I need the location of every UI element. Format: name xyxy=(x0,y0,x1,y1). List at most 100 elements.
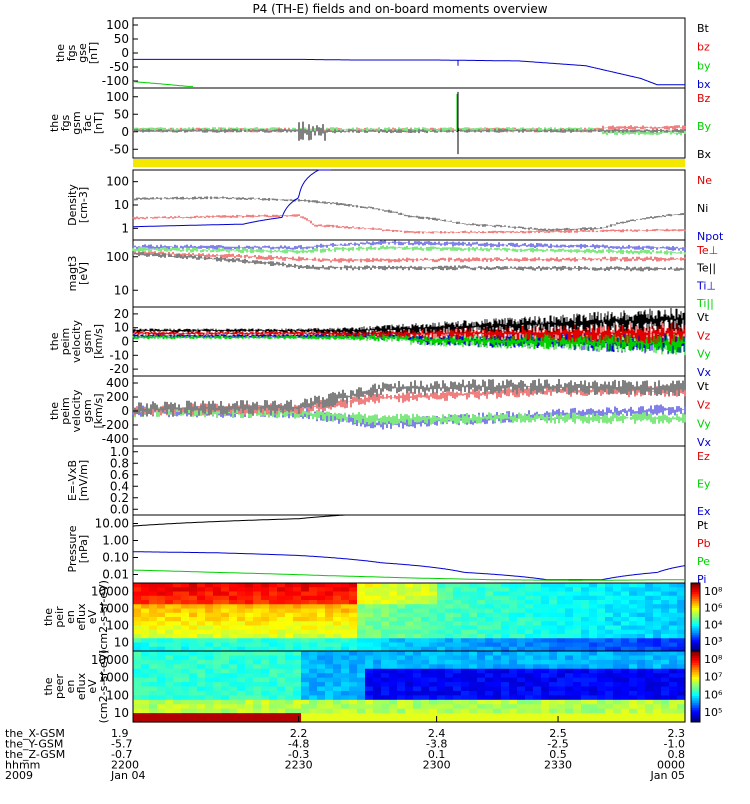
ion-spectrogram-cell xyxy=(317,621,326,627)
ion-spectrogram-cell xyxy=(589,595,598,601)
colorbar-swatch xyxy=(691,679,700,683)
electron-spectrogram-cell xyxy=(413,695,422,701)
electron-spectrogram-cell xyxy=(237,713,246,719)
ion-spectrogram-cell xyxy=(157,638,166,644)
electron-spectrogram-cell xyxy=(301,655,310,661)
electron-spectrogram-cell xyxy=(485,695,494,701)
electron-spectrogram-cell xyxy=(197,704,206,710)
ion-spectrogram-cell xyxy=(445,595,454,601)
ion-spectrogram-cell xyxy=(381,617,390,622)
electron-spectrogram-cell xyxy=(533,659,542,665)
ion-spectrogram-cell xyxy=(629,591,638,597)
electron-spectrogram-cell xyxy=(157,717,166,723)
ion-spectrogram-cell xyxy=(573,638,582,644)
ion-spectrogram-cell xyxy=(365,583,374,588)
electron-spectrogram-cell xyxy=(293,664,302,670)
electron-spectrogram-cell xyxy=(637,651,646,657)
electron-spectrogram-cell xyxy=(549,717,558,723)
electron-spectrogram-cell xyxy=(373,717,382,723)
electron-spectrogram-cell xyxy=(229,708,238,714)
electron-spectrogram-cell xyxy=(173,659,182,665)
ion-spectrogram-cell xyxy=(229,591,238,597)
legend-pe: Pe xyxy=(697,555,710,568)
electron-spectrogram-cell xyxy=(229,664,238,670)
electron-spectrogram-cell xyxy=(493,655,502,661)
electron-spectrogram-cell xyxy=(429,708,438,714)
ion-spectrogram-cell xyxy=(341,621,350,627)
electron-spectrogram-cell xyxy=(645,717,654,723)
y-axis-label-line: the xyxy=(42,677,55,695)
ion-spectrogram-cell xyxy=(581,642,590,648)
ion-spectrogram-cell xyxy=(213,587,222,593)
electron-spectrogram-cell xyxy=(621,704,630,710)
electron-spectrogram-cell xyxy=(357,655,366,661)
ion-spectrogram-cell xyxy=(613,595,622,601)
electron-spectrogram-cell xyxy=(429,655,438,661)
electron-spectrogram-cell xyxy=(245,664,254,670)
ion-spectrogram-cell xyxy=(149,587,158,593)
electron-spectrogram-cell xyxy=(557,699,566,705)
panel-velocity_peim: 20100-10-20thepeimvelocitygsm[km/s]VtVzV… xyxy=(48,306,712,379)
ion-spectrogram-cell xyxy=(197,608,206,614)
electron-spectrogram-cell xyxy=(149,682,158,688)
electron-spectrogram-cell xyxy=(341,699,350,705)
ion-spectrogram-cell xyxy=(557,621,566,627)
electron-spectrogram-cell xyxy=(469,668,478,674)
electron-spectrogram-cell xyxy=(453,659,462,665)
electron-spectrogram-cell xyxy=(237,708,246,714)
electron-spectrogram-cell xyxy=(677,655,686,661)
series-te-par xyxy=(132,251,686,272)
electron-spectrogram-cell xyxy=(501,677,510,683)
ion-spectrogram-cell xyxy=(389,591,398,597)
electron-spectrogram-cell xyxy=(565,682,574,688)
electron-spectrogram-cell xyxy=(325,717,334,723)
ion-spectrogram-cell xyxy=(237,587,246,593)
electron-spectrogram-cell xyxy=(653,717,662,723)
ion-spectrogram-cell xyxy=(133,646,142,652)
ion-spectrogram-cell xyxy=(677,621,686,627)
electron-spectrogram-cell xyxy=(261,655,270,661)
electron-spectrogram-cell xyxy=(589,713,598,719)
ion-spectrogram-cell xyxy=(197,638,206,644)
electron-spectrogram-cell xyxy=(653,690,662,696)
colorbar-swatch xyxy=(691,596,700,600)
electron-spectrogram-cell xyxy=(333,704,342,710)
chart-title: P4 (TH-E) fields and on-board moments ov… xyxy=(252,2,547,16)
electron-spectrogram-cell xyxy=(557,655,566,661)
ion-spectrogram-cell xyxy=(645,583,654,588)
electron-spectrogram-cell xyxy=(517,695,526,701)
electron-spectrogram-cell xyxy=(573,651,582,657)
electron-spectrogram-cell xyxy=(661,677,670,683)
electron-spectrogram-cell xyxy=(405,668,414,674)
electron-spectrogram-cell xyxy=(549,651,558,657)
ion-spectrogram-cell xyxy=(277,617,286,622)
ion-spectrogram-cell xyxy=(325,608,334,614)
electron-spectrogram-cell xyxy=(269,686,278,692)
ion-spectrogram-cell xyxy=(397,600,406,605)
electron-spectrogram-cell xyxy=(669,717,678,723)
ion-spectrogram-cell xyxy=(429,600,438,605)
ion-spectrogram-cell xyxy=(477,604,486,610)
electron-spectrogram-cell xyxy=(557,708,566,714)
ion-spectrogram-cell xyxy=(229,583,238,588)
ion-spectrogram-cell xyxy=(429,642,438,648)
electron-spectrogram-cell xyxy=(645,704,654,710)
ion-spectrogram-cell xyxy=(197,646,206,652)
ion-spectrogram-cell xyxy=(221,583,230,588)
ion-spectrogram-cell xyxy=(437,638,446,644)
electron-spectrogram-cell xyxy=(453,695,462,701)
ion-spectrogram-cell xyxy=(221,608,230,614)
ion-spectrogram-cell xyxy=(605,625,614,631)
ion-spectrogram-cell xyxy=(205,600,214,605)
ion-spectrogram-cell xyxy=(605,638,614,644)
electron-spectrogram-cell xyxy=(237,717,246,723)
ion-spectrogram-cell xyxy=(541,617,550,622)
electron-spectrogram-cell xyxy=(269,717,278,723)
electron-spectrogram-cell xyxy=(189,655,198,661)
ion-spectrogram-cell xyxy=(285,642,294,648)
ion-spectrogram-cell xyxy=(677,595,686,601)
ion-spectrogram-cell xyxy=(421,634,430,639)
electron-spectrogram-cell xyxy=(253,651,262,657)
electron-spectrogram-cell xyxy=(533,664,542,670)
electron-spectrogram-cell xyxy=(629,668,638,674)
